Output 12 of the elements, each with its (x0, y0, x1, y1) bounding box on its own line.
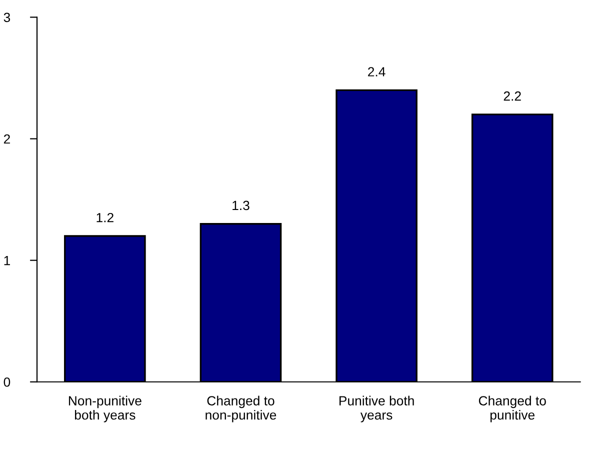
y-tick-label: 2 (4, 134, 10, 144)
y-tick-label: 1 (4, 256, 10, 266)
y-tick-label: 0 (4, 377, 10, 387)
data-label: 2.2 (504, 91, 521, 101)
data-label: 1.3 (232, 200, 250, 210)
data-label: 2.4 (368, 67, 386, 76)
x-tick-label: Punitive both years (340, 396, 414, 422)
x-tick-label: Changed to non-punitive (206, 396, 276, 422)
x-tick-label: Non-punitive both years (68, 396, 142, 422)
y-tick-label: 3 (4, 12, 10, 22)
x-tick-label: Changed to punitive (478, 396, 546, 422)
data-label: 1.2 (96, 212, 114, 222)
